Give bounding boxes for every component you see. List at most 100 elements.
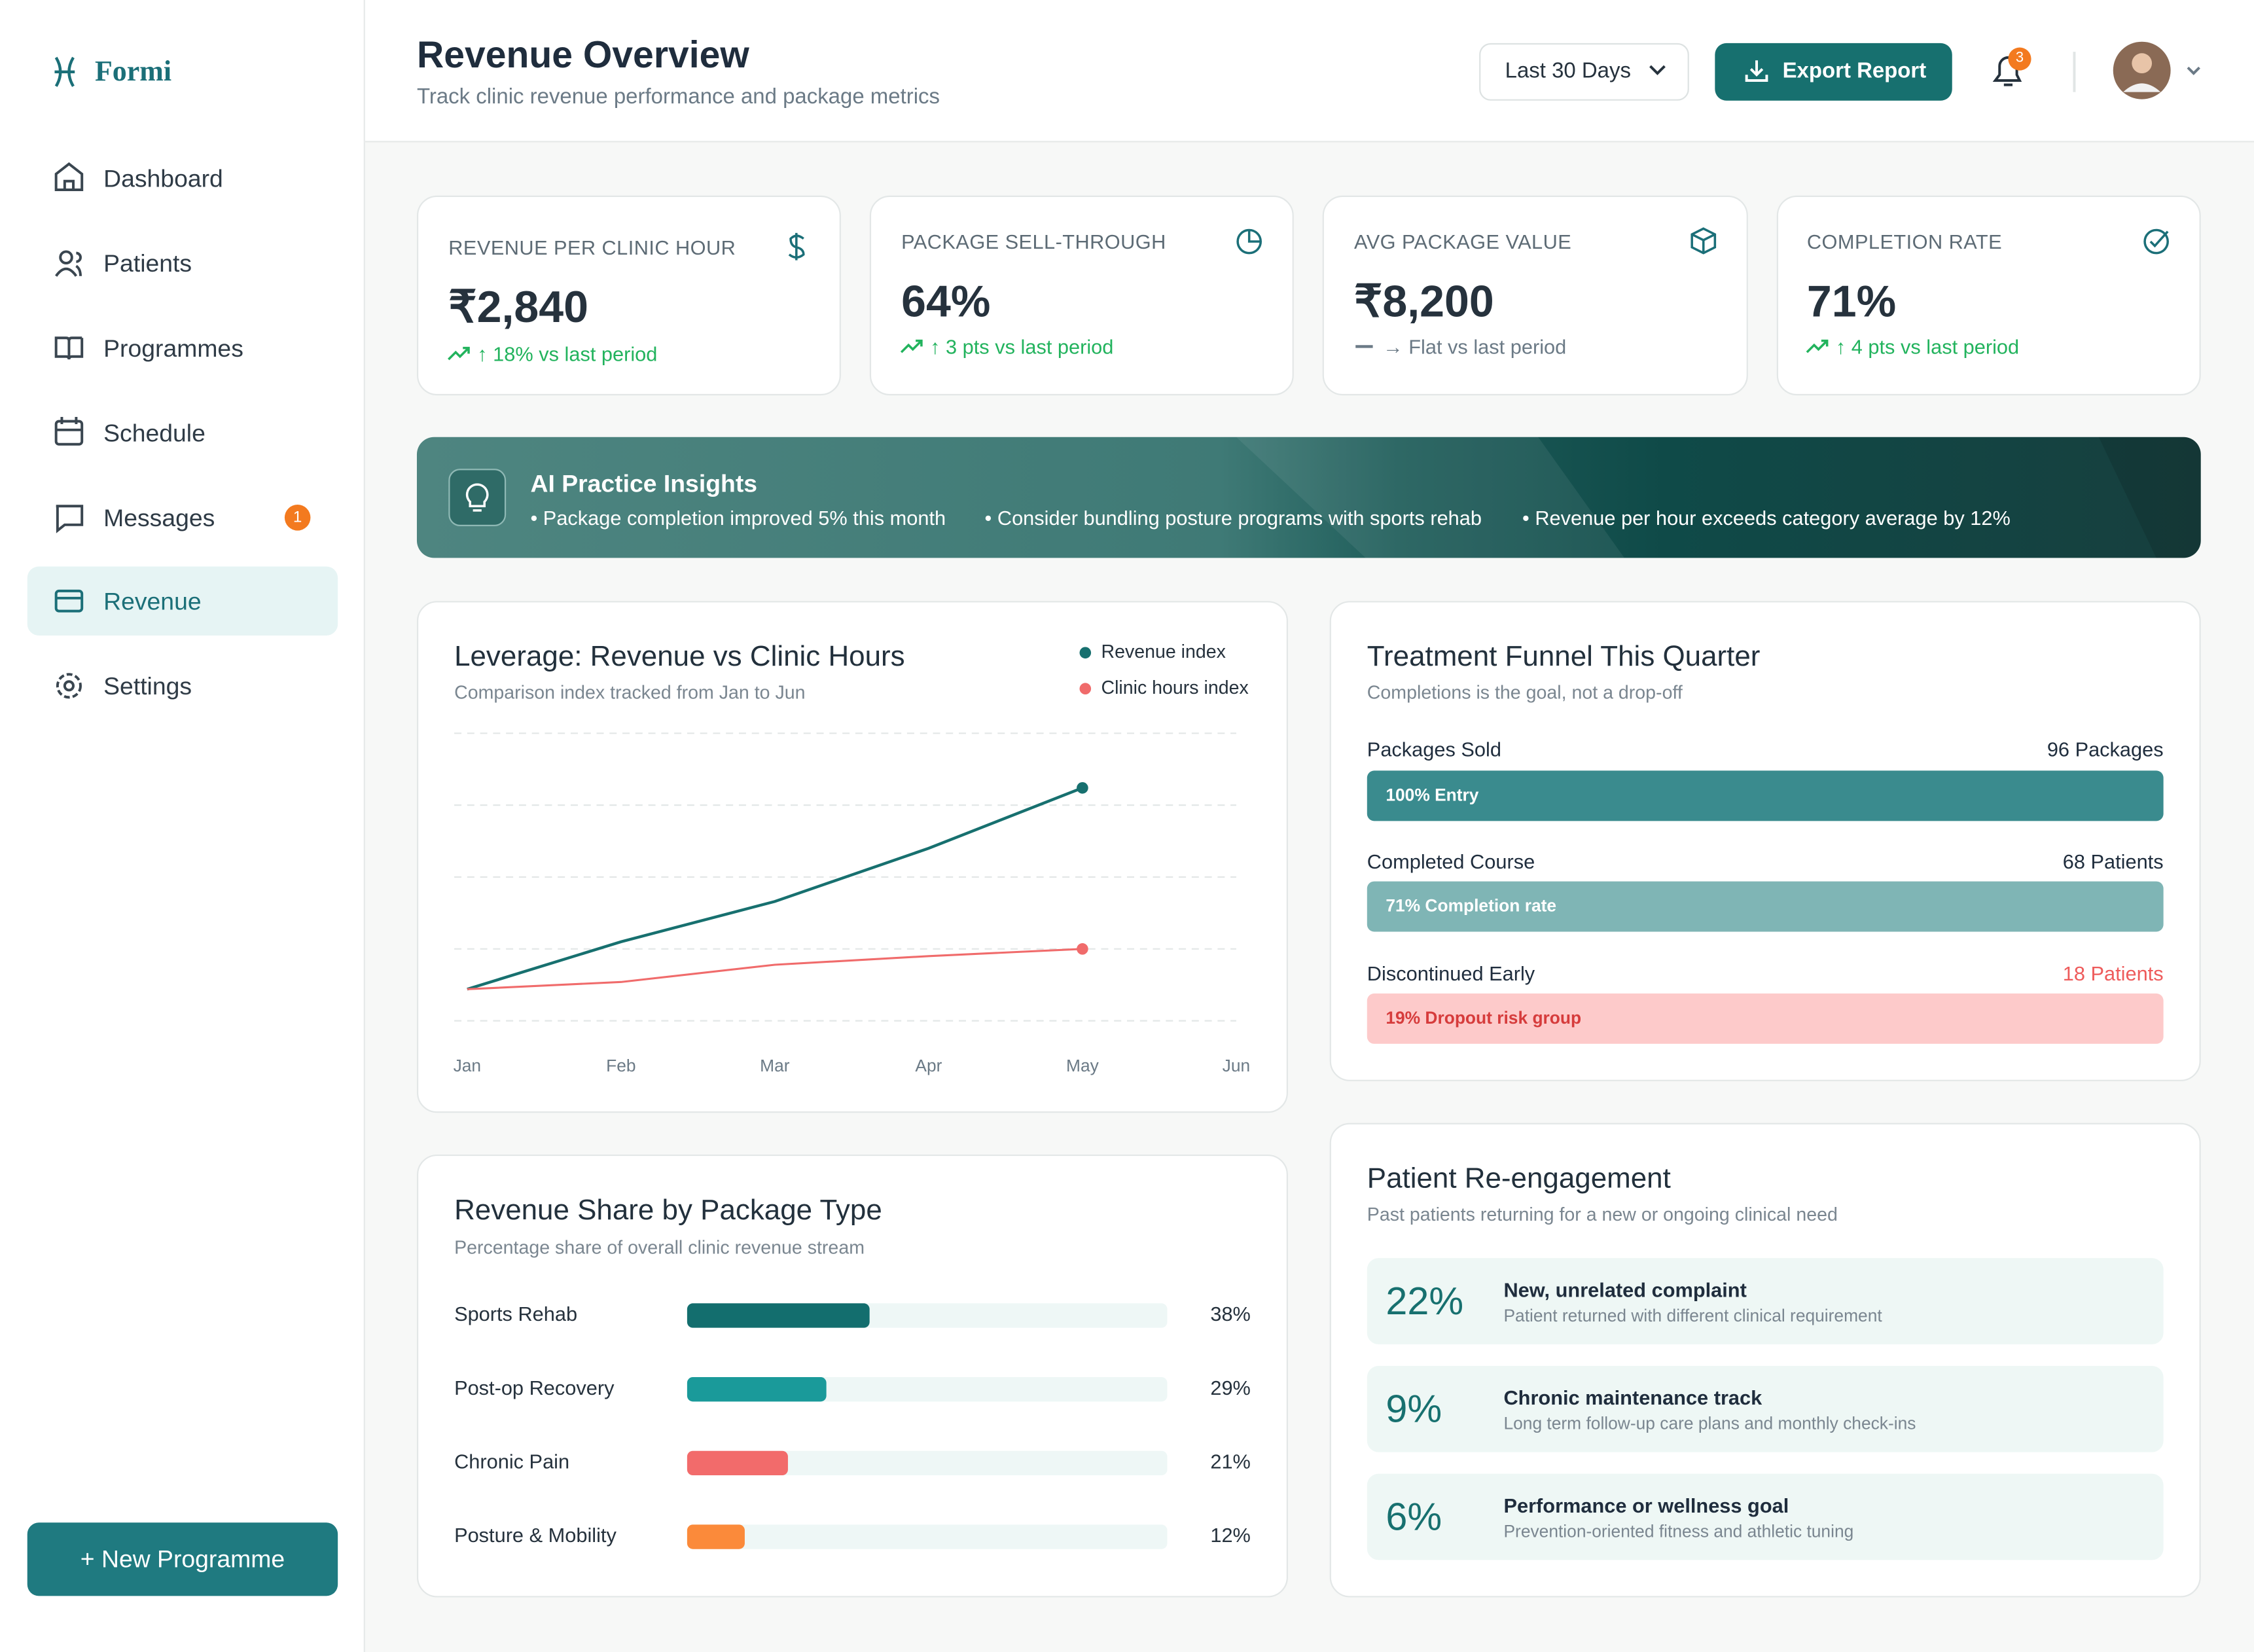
- item-value: 9%: [1386, 1387, 1442, 1431]
- export-label: Export Report: [1782, 59, 1927, 84]
- kpi-label: AVG PACKAGE VALUE: [1354, 230, 1572, 253]
- kpi-value: 71%: [1806, 276, 1897, 327]
- kpi-change: → Flat vs last period: [1382, 334, 1567, 358]
- kpi-card: [416, 195, 841, 396]
- stage-bar: 100% Entry: [1367, 770, 2164, 821]
- kpi-change: ↑ 18% vs last period: [477, 342, 658, 365]
- kpi-change: ↑ 3 pts vs last period: [930, 334, 1114, 358]
- nav-item[interactable]: Settings: [103, 673, 192, 700]
- end-point: [1077, 782, 1088, 794]
- funnel-subtitle: Completions is the goal, not a drop-off: [1367, 681, 1683, 704]
- legend-dot: [1079, 683, 1092, 695]
- series-line: [467, 786, 1083, 991]
- chart-subtitle: Comparison index tracked from Jan to Jun: [454, 681, 806, 704]
- kpi-value: ₹8,200: [1354, 276, 1494, 327]
- value-label: 29%: [1210, 1376, 1251, 1399]
- insight: Consider bundling posture programs with …: [985, 507, 1482, 528]
- nav-active-bg: [27, 566, 338, 636]
- leverage-card: [416, 601, 1289, 1113]
- kpi-value: 64%: [901, 276, 991, 327]
- x-tick-label: Mar: [760, 1056, 790, 1075]
- bar: [687, 1524, 745, 1549]
- bar-track: [687, 1524, 1168, 1549]
- category-label: Post-op Recovery: [454, 1376, 615, 1399]
- stage-label: Completed Course: [1367, 850, 1535, 873]
- item-value: 6%: [1386, 1495, 1442, 1539]
- nav-item[interactable]: Revenue: [103, 588, 202, 616]
- brand-logo: [54, 56, 75, 87]
- insight: Revenue per hour exceeds category averag…: [1522, 507, 2011, 528]
- legend-dot: [1079, 647, 1092, 659]
- legend-label: Clinic hours index: [1101, 677, 1248, 698]
- kpi-value: ₹2,840: [448, 281, 589, 332]
- x-tick-label: Apr: [915, 1056, 942, 1075]
- kpi-label: COMPLETION RATE: [1806, 230, 2003, 253]
- kpi-card: [1776, 195, 2201, 396]
- kpi-change: ↑ 4 pts vs last period: [1835, 334, 2020, 358]
- item-desc: Patient returned with different clinical…: [1503, 1305, 1882, 1326]
- series-line: [467, 948, 1082, 990]
- kpi-label: PACKAGE SELL-THROUGH: [901, 230, 1166, 253]
- legend-label: Revenue index: [1101, 641, 1225, 662]
- kpi-card: [1322, 195, 1748, 396]
- item-title: Performance or wellness goal: [1503, 1494, 1789, 1517]
- new-programme-button[interactable]: + New Programme: [27, 1522, 338, 1596]
- category-label: Posture & Mobility: [454, 1524, 617, 1547]
- x-tick-label: Jan: [454, 1056, 481, 1075]
- item-desc: Prevention-oriented fitness and athletic…: [1503, 1521, 1854, 1541]
- reengagement-title: Patient Re-engagement: [1367, 1163, 1671, 1195]
- insights-title: AI Practice Insights: [530, 470, 758, 498]
- bulb: [465, 483, 489, 512]
- item-desc: Long term follow-up care plans and month…: [1503, 1413, 1916, 1434]
- item-bg: [1367, 1473, 2164, 1560]
- insight-icon: [448, 469, 507, 526]
- stage-value: 96 Packages: [2047, 737, 2164, 761]
- stage-label: Packages Sold: [1367, 737, 1501, 761]
- brand: Formi: [94, 56, 172, 88]
- page-subtitle: Track clinic revenue performance and pac…: [416, 84, 940, 109]
- share-card: [416, 1154, 1289, 1598]
- kpi-icons: [448, 227, 2169, 361]
- stage-value: 68 Patients: [2062, 850, 2164, 873]
- x-tick-label: Feb: [606, 1056, 635, 1075]
- item-bg: [1367, 1365, 2164, 1452]
- range-label: Last 30 Days: [1505, 59, 1631, 84]
- item-title: New, unrelated complaint: [1503, 1278, 1747, 1302]
- stage-value: 18 Patients: [2062, 961, 2164, 985]
- nav-item[interactable]: Dashboard: [103, 165, 223, 193]
- category-label: Chronic Pain: [454, 1450, 569, 1473]
- sidebar: [0, 0, 365, 1652]
- nav-item[interactable]: Programmes: [103, 334, 243, 363]
- nav-item[interactable]: Schedule: [103, 420, 206, 448]
- value-label: 12%: [1210, 1524, 1251, 1547]
- item-bg: [1367, 1258, 2164, 1344]
- range-select[interactable]: [1479, 43, 1689, 101]
- header-icons: [1649, 41, 2200, 99]
- value-label: 21%: [1210, 1450, 1251, 1473]
- x-tick-label: May: [1066, 1056, 1100, 1075]
- bar-track: [687, 1450, 1168, 1476]
- funnel-title: Treatment Funnel This Quarter: [1367, 641, 1761, 673]
- nav-item[interactable]: Patients: [103, 250, 192, 278]
- notification-badge: 3: [2008, 47, 2031, 71]
- category-label: Sports Rehab: [454, 1302, 577, 1325]
- x-tick-label: Jun: [1223, 1056, 1250, 1075]
- bar: [687, 1376, 827, 1402]
- item-title: Chronic maintenance track: [1503, 1386, 1762, 1409]
- kpi-label: REVENUE PER CLINIC HOUR: [448, 236, 736, 259]
- item-value: 22%: [1386, 1280, 1464, 1323]
- nav-icons: [54, 162, 84, 699]
- kpi-card: [869, 195, 1294, 396]
- insight: Package completion improved 5% this mont…: [530, 507, 946, 528]
- badge: 1: [284, 505, 311, 531]
- stage-bar: 71% Completion rate: [1367, 881, 2164, 932]
- chart-subtitle: Percentage share of overall clinic reven…: [454, 1236, 865, 1259]
- bar: [687, 1450, 788, 1476]
- chart-title: Leverage: Revenue vs Clinic Hours: [454, 641, 905, 673]
- nav-item[interactable]: Messages: [103, 505, 215, 532]
- reengagement-subtitle: Past patients returning for a new or ong…: [1367, 1203, 1838, 1225]
- stage-label: Discontinued Early: [1367, 961, 1535, 985]
